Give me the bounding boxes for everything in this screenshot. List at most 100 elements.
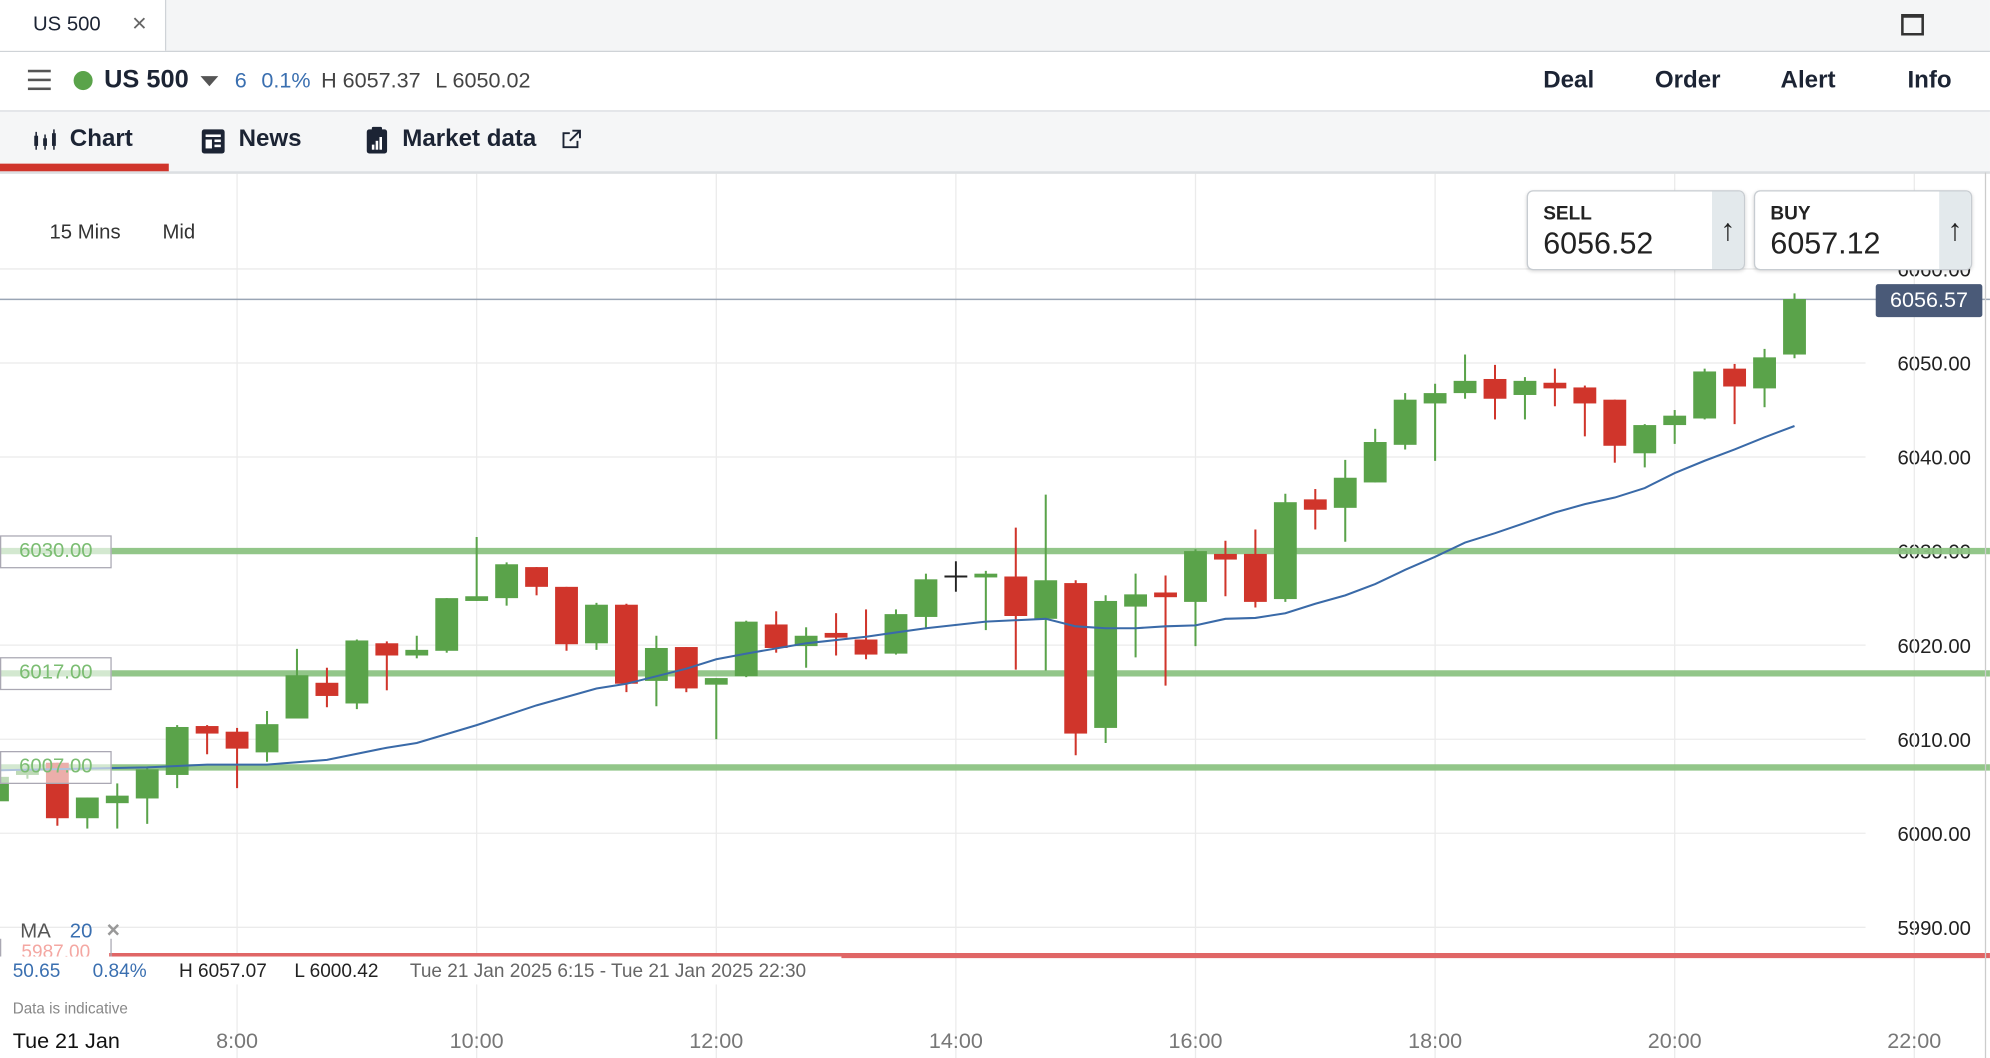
- candle-up: [1393, 399, 1417, 445]
- candle-up: [1423, 393, 1447, 404]
- candle-down: [824, 632, 848, 638]
- candle-up: [465, 596, 489, 601]
- candle-down: [375, 643, 399, 656]
- candle-up: [1693, 371, 1717, 419]
- candle-down: [615, 604, 638, 684]
- active-tab-indicator: [0, 163, 169, 172]
- arrow-up-icon: ↑: [1712, 191, 1744, 269]
- candle-up: [1783, 299, 1806, 355]
- candle-up: [1753, 357, 1776, 389]
- clipboard-chart-icon: [366, 126, 388, 154]
- chevron-down-icon[interactable]: [200, 76, 219, 87]
- range-change: 50.65: [12, 960, 61, 982]
- candlestick-icon: [34, 129, 56, 150]
- range-high: H 6057.07: [178, 960, 267, 982]
- remove-indicator-icon[interactable]: ×: [106, 917, 120, 943]
- range-dates: Tue 21 Jan 2025 6:15 - Tue 21 Jan 2025 2…: [409, 960, 807, 982]
- range-change-percent: 0.84%: [92, 960, 147, 982]
- candle-down: [525, 567, 548, 587]
- y-tick-label: 6040.00: [1898, 448, 1971, 470]
- window-tab-bar: US 500 ×: [0, 0, 1990, 53]
- candle-down: [1723, 368, 1747, 387]
- candle-down: [555, 586, 578, 645]
- x-tick-label: 16:00: [1169, 1028, 1223, 1053]
- buy-price: 6057.12: [1770, 227, 1881, 262]
- candle-down: [1483, 378, 1507, 399]
- buy-button[interactable]: BUY 6057.12 ↑: [1753, 190, 1973, 271]
- interval-selector[interactable]: 15 Mins: [49, 222, 121, 244]
- candle-down: [1064, 583, 1088, 734]
- arrow-up-icon: ↑: [1939, 191, 1971, 269]
- range-summary: 50.65 0.84% H 6057.07 L 6000.42 Tue 21 J…: [0, 956, 842, 985]
- candle-down: [1154, 592, 1177, 598]
- candle-up: [884, 614, 908, 654]
- ma-indicator-name[interactable]: MA: [20, 921, 51, 943]
- chart-border: [1984, 172, 1987, 1058]
- session-high: H 6057.37: [321, 68, 421, 93]
- candle-up: [1124, 594, 1148, 607]
- candle-up: [255, 724, 279, 753]
- moving-average-line: [0, 425, 1795, 772]
- range-low: L 6000.42: [294, 960, 379, 982]
- candle-up: [165, 726, 189, 775]
- buy-label: BUY: [1770, 202, 1811, 225]
- candle-up: [1273, 502, 1297, 600]
- candle-up: [974, 573, 998, 578]
- y-tick-label: 6050.00: [1898, 354, 1971, 376]
- x-axis-date: Tue 21 Jan: [12, 1028, 120, 1053]
- y-tick-label: 6010.00: [1898, 730, 1971, 752]
- info-button[interactable]: Info: [1907, 67, 1952, 94]
- ma-indicator-period: 20: [69, 921, 93, 943]
- tab-title: US 500: [32, 13, 101, 36]
- candle-down: [315, 682, 339, 696]
- alert-button[interactable]: Alert: [1780, 67, 1836, 94]
- tab-chart[interactable]: Chart: [69, 125, 133, 153]
- candle-down: [1004, 576, 1028, 617]
- x-tick-label: 8:00: [216, 1028, 258, 1053]
- current-price-tag: 6056.57: [1875, 284, 1983, 318]
- x-tick-label: 20:00: [1648, 1028, 1702, 1053]
- instrument-header: US 500 6 0.1% H 6057.37 L 6050.02 Deal O…: [0, 52, 1990, 112]
- candle-up: [495, 564, 519, 599]
- candle-up: [1663, 415, 1687, 426]
- close-icon[interactable]: ×: [131, 10, 147, 39]
- level-label-6007[interactable]: 6007.00: [0, 751, 112, 784]
- newspaper-icon: [201, 129, 225, 154]
- candle-up: [405, 649, 429, 656]
- menu-icon[interactable]: [27, 69, 51, 91]
- candle-up: [1184, 551, 1207, 602]
- view-tabs: Chart News Market data: [0, 111, 1990, 174]
- candle-up: [135, 769, 159, 799]
- x-tick-label: 10:00: [450, 1028, 504, 1053]
- candle-up: [1034, 580, 1058, 619]
- level-label-6017[interactable]: 6017.00: [0, 657, 112, 691]
- deal-button[interactable]: Deal: [1543, 67, 1595, 94]
- external-link-icon[interactable]: [561, 129, 581, 149]
- candle-up: [345, 640, 369, 704]
- level-label-6030[interactable]: 6030.00: [0, 535, 112, 569]
- tab-us500[interactable]: US 500 ×: [0, 0, 167, 51]
- candle-up: [0, 776, 9, 802]
- tab-news[interactable]: News: [238, 125, 302, 153]
- candle-up: [734, 621, 758, 677]
- candle-up: [435, 598, 459, 651]
- candle-down: [195, 726, 219, 734]
- sell-button[interactable]: SELL 6056.52 ↑: [1526, 190, 1746, 271]
- x-tick-label: 22:00: [1887, 1028, 1941, 1053]
- instrument-name[interactable]: US 500: [104, 65, 189, 94]
- price-type-selector[interactable]: Mid: [162, 222, 196, 244]
- tab-market-data[interactable]: Market data: [402, 125, 537, 153]
- candle-down: [764, 624, 788, 648]
- candle-down: [1543, 382, 1567, 389]
- candle-down: [1303, 499, 1327, 510]
- candle-down: [1243, 553, 1267, 602]
- order-button[interactable]: Order: [1654, 67, 1721, 94]
- candle-up: [644, 647, 668, 681]
- maximize-icon[interactable]: [1901, 13, 1924, 36]
- candle-up: [1633, 425, 1657, 454]
- candle-up: [105, 795, 129, 804]
- x-tick-label: 12:00: [689, 1028, 743, 1053]
- price-change: 6: [234, 68, 247, 93]
